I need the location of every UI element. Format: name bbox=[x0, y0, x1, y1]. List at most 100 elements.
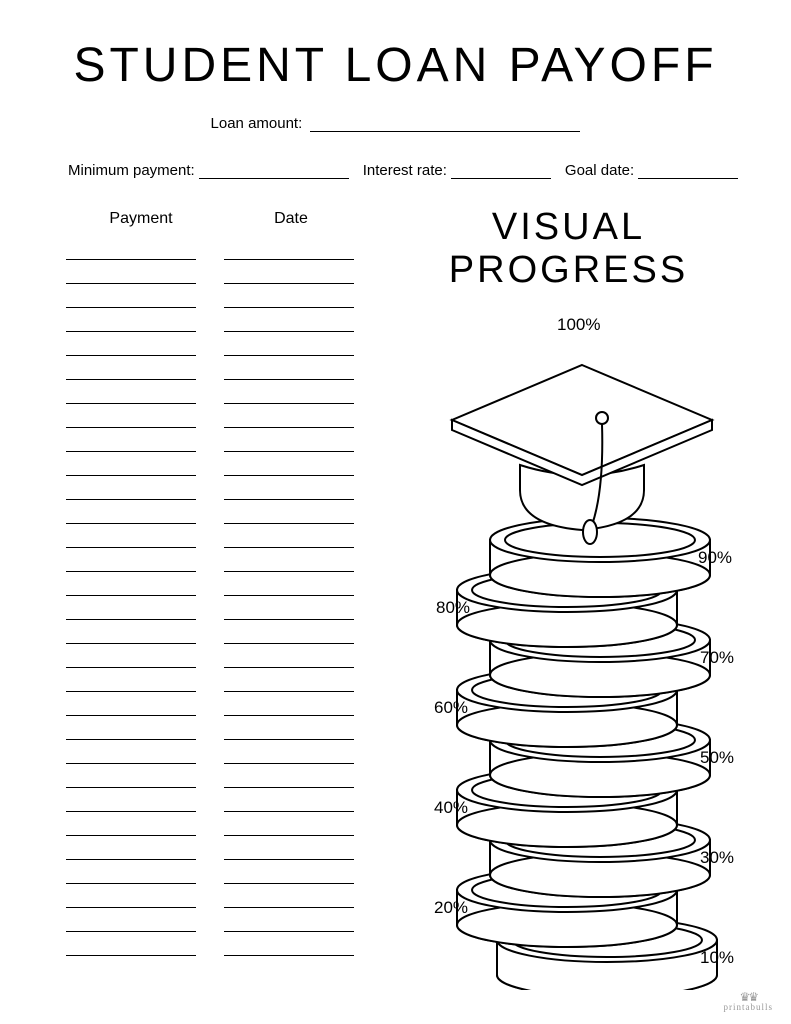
date-cell[interactable] bbox=[224, 652, 354, 668]
table-row bbox=[66, 940, 366, 956]
progress-label: 80% bbox=[436, 598, 470, 618]
payment-cell[interactable] bbox=[66, 532, 196, 548]
payment-cell[interactable] bbox=[66, 412, 196, 428]
date-cell[interactable] bbox=[224, 508, 354, 524]
goal-date-blank[interactable] bbox=[638, 165, 738, 179]
progress-label: 20% bbox=[434, 898, 468, 918]
date-cell[interactable] bbox=[224, 700, 354, 716]
date-cell[interactable] bbox=[224, 772, 354, 788]
payment-cell[interactable] bbox=[66, 820, 196, 836]
table-row bbox=[66, 532, 366, 548]
payment-cell[interactable] bbox=[66, 916, 196, 932]
payment-cell[interactable] bbox=[66, 268, 196, 284]
table-row bbox=[66, 484, 366, 500]
table-row bbox=[66, 652, 366, 668]
date-cell[interactable] bbox=[224, 436, 354, 452]
payment-cell[interactable] bbox=[66, 844, 196, 860]
date-cell[interactable] bbox=[224, 316, 354, 332]
table-row bbox=[66, 460, 366, 476]
payment-cell[interactable] bbox=[66, 892, 196, 908]
table-row bbox=[66, 292, 366, 308]
payment-cell[interactable] bbox=[66, 292, 196, 308]
payment-cell[interactable] bbox=[66, 676, 196, 692]
date-cell[interactable] bbox=[224, 820, 354, 836]
table-row bbox=[66, 412, 366, 428]
payment-cell[interactable] bbox=[66, 508, 196, 524]
interest-rate-field: Interest rate: bbox=[363, 162, 551, 179]
goal-date-label: Goal date: bbox=[565, 162, 634, 179]
payment-cell[interactable] bbox=[66, 340, 196, 356]
payment-cell[interactable] bbox=[66, 316, 196, 332]
date-cell[interactable] bbox=[224, 412, 354, 428]
table-row bbox=[66, 580, 366, 596]
progress-label: 100% bbox=[557, 315, 600, 335]
payment-cell[interactable] bbox=[66, 796, 196, 812]
date-cell[interactable] bbox=[224, 460, 354, 476]
date-cell[interactable] bbox=[224, 796, 354, 812]
table-row bbox=[66, 868, 366, 884]
date-cell[interactable] bbox=[224, 676, 354, 692]
date-cell[interactable] bbox=[224, 892, 354, 908]
date-cell[interactable] bbox=[224, 628, 354, 644]
table-row bbox=[66, 604, 366, 620]
progress-label: 50% bbox=[700, 748, 734, 768]
payment-header: Payment bbox=[66, 210, 216, 228]
visual-progress-section: VISUAL PROGRESS bbox=[402, 210, 735, 964]
payment-cell[interactable] bbox=[66, 484, 196, 500]
date-header: Date bbox=[216, 210, 366, 228]
payment-cell[interactable] bbox=[66, 580, 196, 596]
date-cell[interactable] bbox=[224, 604, 354, 620]
loan-amount-blank[interactable] bbox=[310, 131, 580, 132]
payment-cell[interactable] bbox=[66, 724, 196, 740]
payment-cell[interactable] bbox=[66, 388, 196, 404]
date-cell[interactable] bbox=[224, 916, 354, 932]
payment-cell[interactable] bbox=[66, 556, 196, 572]
table-row bbox=[66, 364, 366, 380]
payment-cell[interactable] bbox=[66, 436, 196, 452]
watermark: ♛♛ printabulls bbox=[724, 991, 774, 1012]
table-row bbox=[66, 340, 366, 356]
table-row bbox=[66, 388, 366, 404]
table-row bbox=[66, 820, 366, 836]
date-cell[interactable] bbox=[224, 388, 354, 404]
date-cell[interactable] bbox=[224, 580, 354, 596]
payment-cell[interactable] bbox=[66, 868, 196, 884]
interest-rate-blank[interactable] bbox=[451, 165, 551, 179]
payment-cell[interactable] bbox=[66, 460, 196, 476]
progress-label: 30% bbox=[700, 848, 734, 868]
payment-table: Payment Date bbox=[66, 210, 366, 964]
minimum-payment-blank[interactable] bbox=[199, 165, 349, 179]
table-row bbox=[66, 916, 366, 932]
date-cell[interactable] bbox=[224, 844, 354, 860]
payment-cell[interactable] bbox=[66, 772, 196, 788]
date-cell[interactable] bbox=[224, 868, 354, 884]
coin-stack-graphic: 100%90%80%70%60%50%40%30%20%10% bbox=[402, 290, 762, 970]
payment-cell[interactable] bbox=[66, 628, 196, 644]
date-cell[interactable] bbox=[224, 340, 354, 356]
visual-progress-title: VISUAL PROGRESS bbox=[402, 206, 735, 292]
date-cell[interactable] bbox=[224, 556, 354, 572]
payment-cell[interactable] bbox=[66, 244, 196, 260]
payment-cell[interactable] bbox=[66, 700, 196, 716]
date-cell[interactable] bbox=[224, 268, 354, 284]
date-cell[interactable] bbox=[224, 748, 354, 764]
table-row bbox=[66, 892, 366, 908]
table-row bbox=[66, 268, 366, 284]
date-cell[interactable] bbox=[224, 364, 354, 380]
date-cell[interactable] bbox=[224, 724, 354, 740]
date-cell[interactable] bbox=[224, 244, 354, 260]
date-cell[interactable] bbox=[224, 484, 354, 500]
date-cell[interactable] bbox=[224, 292, 354, 308]
date-cell[interactable] bbox=[224, 532, 354, 548]
payment-cell[interactable] bbox=[66, 940, 196, 956]
payment-cell[interactable] bbox=[66, 364, 196, 380]
progress-label: 40% bbox=[434, 798, 468, 818]
page-title: STUDENT LOAN PAYOFF bbox=[0, 0, 791, 93]
progress-label: 70% bbox=[700, 648, 734, 668]
loan-amount-field: Loan amount: bbox=[0, 115, 791, 132]
payment-cell[interactable] bbox=[66, 604, 196, 620]
date-cell[interactable] bbox=[224, 940, 354, 956]
payment-cell[interactable] bbox=[66, 748, 196, 764]
payment-cell[interactable] bbox=[66, 652, 196, 668]
table-row bbox=[66, 724, 366, 740]
